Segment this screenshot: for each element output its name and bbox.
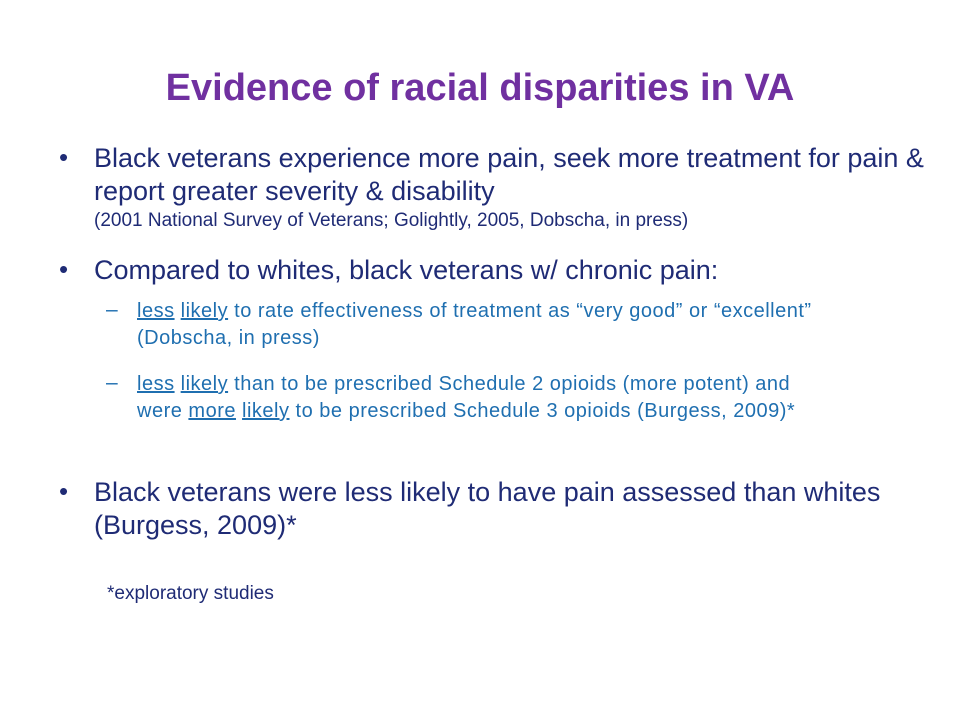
- bullet-text: Black veterans experience more pain, see…: [94, 142, 924, 234]
- bullet-citation: (2001 National Survey of Veterans; Golig…: [94, 210, 689, 231]
- slide-title: Evidence of racial disparities in VA: [165, 67, 795, 109]
- bullet-marker: •: [59, 476, 69, 506]
- bullet-text: Black veterans were less likely to have …: [94, 477, 881, 540]
- emphasis-less: less: [137, 373, 175, 395]
- bullet-marker: •: [59, 142, 69, 172]
- emphasis-less: less: [137, 300, 175, 322]
- sub-bullet-rest: to rate effectiveness of treatment as “v…: [137, 300, 812, 349]
- sub-bullet-rest: to be prescribed Schedule 3 opioids (Bur…: [289, 400, 796, 422]
- bullet-text: Compared to whites, black veterans w/ ch…: [94, 255, 719, 285]
- sub-bullet-mid: than to be prescribed Schedule 2 opioids…: [137, 373, 791, 422]
- footnote: *exploratory studies: [107, 583, 274, 604]
- sub-bullet-text: less likely than to be prescribed Schedu…: [137, 371, 837, 425]
- bullet-text-main: Black veterans experience more pain, see…: [94, 143, 924, 206]
- emphasis-more: more: [188, 400, 236, 422]
- sub-bullet-marker: –: [106, 371, 118, 394]
- sub-bullet-marker: –: [106, 298, 118, 321]
- emphasis-likely: likely: [242, 400, 290, 422]
- emphasis-likely: likely: [180, 300, 229, 322]
- bullet-marker: •: [59, 254, 69, 284]
- sub-bullet-text: less likely to rate effectiveness of tre…: [137, 298, 837, 352]
- emphasis-likely: likely: [180, 373, 229, 395]
